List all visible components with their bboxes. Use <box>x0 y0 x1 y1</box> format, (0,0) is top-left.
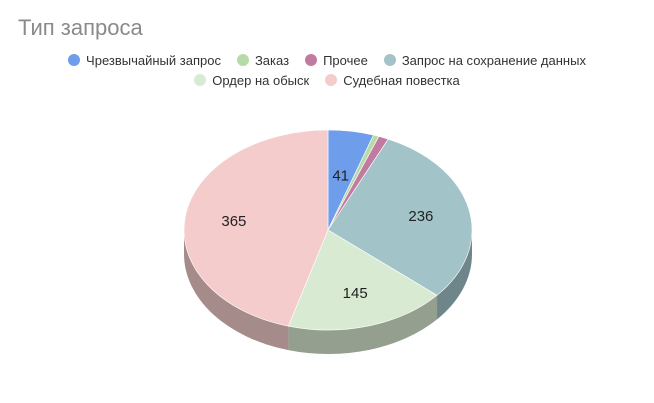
pie-slice-4[interactable] <box>288 229 438 331</box>
pie-side-4 <box>288 295 438 354</box>
pie-top-faces <box>183 129 473 331</box>
legend-item-subpoena[interactable]: Судебная повестка <box>325 73 460 88</box>
pie-slice-3[interactable] <box>327 138 473 296</box>
legend-item-order[interactable]: Заказ <box>236 52 290 68</box>
legend-item-other[interactable]: Прочее <box>305 53 368 68</box>
slice-value-label: 41 <box>332 168 349 185</box>
legend-label: Запрос на сохранение данных <box>401 52 586 68</box>
legend-item-emergency[interactable]: Чрезвычайный запрос <box>68 53 221 68</box>
pie-labels: 41 236 145 365 <box>221 168 433 303</box>
legend-label: Ордер на обыск <box>212 72 310 88</box>
slice-value-label: 236 <box>408 208 433 225</box>
legend-item-preservation[interactable]: Запрос на сохранение данных <box>383 52 586 68</box>
legend-label: Чрезвычайный запрос <box>86 52 221 68</box>
chart-legend: Чрезвычайный запрос Заказ Прочее Запрос … <box>0 50 654 90</box>
legend-item-search-warrant[interactable]: Ордер на обыск <box>194 73 309 88</box>
legend-swatch <box>383 54 396 66</box>
legend-swatch <box>236 54 249 66</box>
pie-slice-5[interactable] <box>183 129 329 327</box>
legend-label: Прочее <box>323 52 368 68</box>
legend-label: Судебная повестка <box>343 72 460 88</box>
legend-swatch <box>325 74 338 86</box>
legend-swatch <box>68 54 81 66</box>
slice-value-label: 145 <box>343 285 368 302</box>
pie-side-3 <box>437 230 472 320</box>
slice-value-label: 365 <box>221 213 246 230</box>
pie-side-5 <box>184 230 289 351</box>
chart-title: Тип запроса <box>18 15 143 40</box>
legend-label: Заказ <box>254 52 290 68</box>
legend-row-1: Чрезвычайный запрос Заказ Прочее Запрос … <box>0 50 654 70</box>
legend-swatch <box>194 74 207 86</box>
pie-side-walls <box>184 230 472 354</box>
legend-row-2: Ордер на обыск Судебная повестка <box>0 70 654 90</box>
legend-swatch <box>305 54 318 66</box>
